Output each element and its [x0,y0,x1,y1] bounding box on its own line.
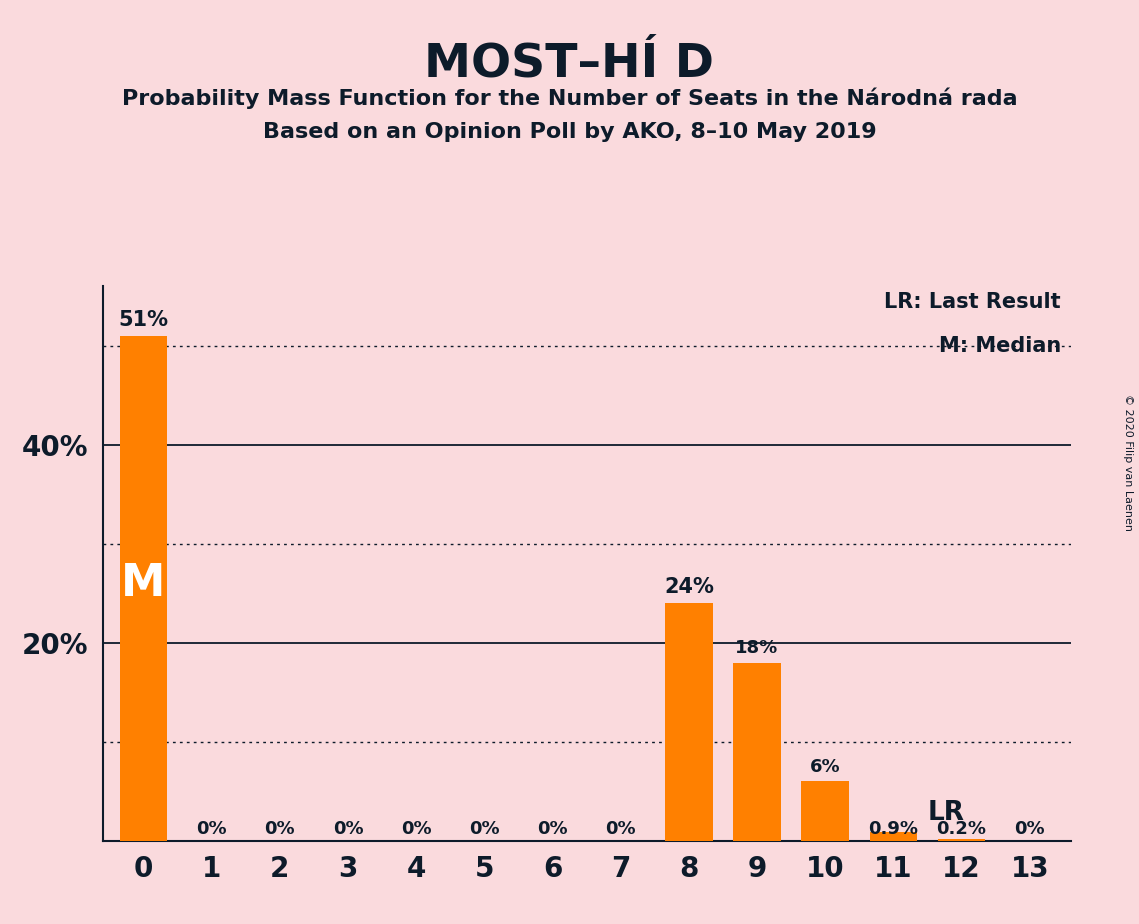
Text: © 2020 Filip van Laenen: © 2020 Filip van Laenen [1123,394,1133,530]
Text: Based on an Opinion Poll by AKO, 8–10 May 2019: Based on an Opinion Poll by AKO, 8–10 Ma… [263,122,876,142]
Text: LR: Last Result: LR: Last Result [884,292,1060,312]
Text: 0%: 0% [538,820,568,838]
Text: M: Median: M: Median [939,336,1060,357]
Text: 0.9%: 0.9% [868,820,918,838]
Text: 0.2%: 0.2% [936,820,986,838]
Text: 6%: 6% [810,758,841,775]
Text: LR: LR [927,800,965,826]
Bar [802,782,849,841]
Bar [665,603,713,841]
Text: 0%: 0% [401,820,432,838]
Text: 18%: 18% [736,638,779,657]
Text: MOST–HÍ D: MOST–HÍ D [425,42,714,87]
Bar [734,663,781,841]
Text: 0%: 0% [333,820,363,838]
Bar [120,336,167,841]
Text: 0%: 0% [469,820,500,838]
Bar [937,839,985,841]
Bar [869,832,917,841]
Text: 0%: 0% [264,820,295,838]
Text: 51%: 51% [118,310,169,330]
Text: M: M [121,562,165,605]
Text: Probability Mass Function for the Number of Seats in the Národná rada: Probability Mass Function for the Number… [122,88,1017,109]
Text: 24%: 24% [664,578,714,597]
Text: 0%: 0% [605,820,636,838]
Text: 0%: 0% [196,820,227,838]
Text: 0%: 0% [1015,820,1046,838]
